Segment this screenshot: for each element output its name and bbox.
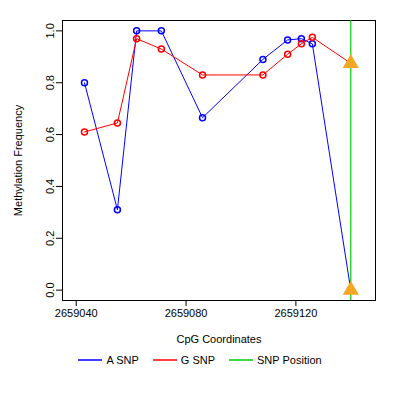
svg-text:0.4: 0.4 bbox=[44, 179, 56, 194]
svg-text:0.0: 0.0 bbox=[44, 282, 56, 297]
html-text:SNP Position: SNP Position bbox=[257, 354, 322, 366]
svg-text:Methylation Frequency: Methylation Frequency bbox=[12, 104, 24, 216]
html-text:G SNP: G SNP bbox=[180, 354, 215, 366]
svg-text:0.6: 0.6 bbox=[44, 127, 56, 142]
svg-text:1.0: 1.0 bbox=[44, 23, 56, 38]
html-text:A SNP: A SNP bbox=[106, 354, 139, 366]
svg-text:0.2: 0.2 bbox=[44, 231, 56, 246]
svg-text:2659120: 2659120 bbox=[274, 307, 317, 319]
svg-text:CpG Coordinates: CpG Coordinates bbox=[177, 333, 262, 345]
svg-text:2659080: 2659080 bbox=[165, 307, 208, 319]
svg-text:2659040: 2659040 bbox=[55, 307, 98, 319]
svg-text:0.8: 0.8 bbox=[44, 75, 56, 90]
